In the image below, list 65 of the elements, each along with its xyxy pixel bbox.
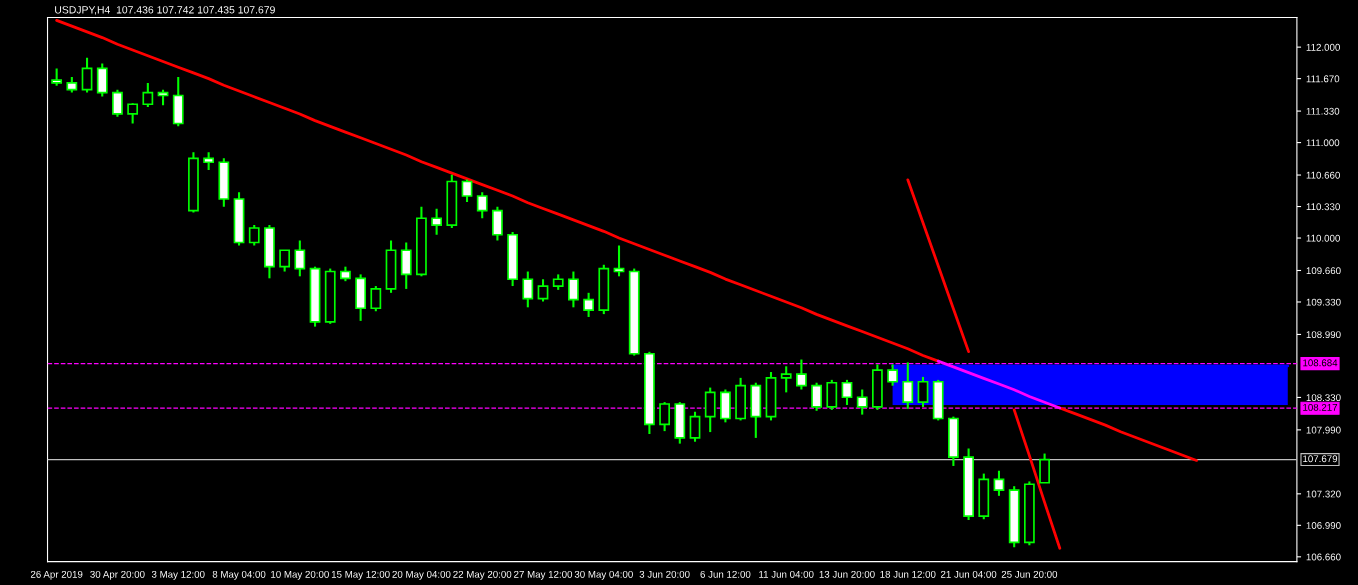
candlestick — [522, 270, 534, 309]
candlestick — [917, 375, 929, 409]
candlestick — [902, 361, 914, 410]
x-tick-label: 10 May 20:00 — [271, 570, 329, 580]
x-tick-label: 3 May 12:00 — [151, 570, 205, 580]
y-tick-label: 110.330 — [1306, 203, 1340, 211]
line-series — [1012, 408, 1062, 550]
candlestick — [127, 102, 139, 125]
candlestick — [780, 365, 792, 394]
candlestick — [431, 207, 443, 236]
candlestick — [993, 469, 1005, 497]
candlestick — [370, 285, 382, 313]
x-tick-label: 22 May 20:00 — [453, 570, 512, 580]
line-series — [906, 178, 970, 354]
x-tick-label: 8 May 04:00 — [212, 570, 266, 580]
y-tick-label: 111.670 — [1306, 75, 1340, 83]
x-tick-label: 6 Jun 12:00 — [700, 570, 751, 578]
x-tick-label: 25 Jun 20:00 — [1001, 570, 1058, 578]
candlestick — [461, 178, 473, 203]
candlestick — [279, 249, 291, 273]
y-tick-label: 111.330 — [1306, 107, 1340, 115]
x-tick-label: 11 Jun 04:00 — [759, 570, 814, 578]
candlestick — [476, 191, 488, 220]
candlestick — [689, 410, 701, 443]
y-tick-label: 107.320 — [1306, 490, 1341, 498]
x-tick-label: 20 May 04:00 — [392, 570, 451, 580]
x-tick-label: 18 Jun 12:00 — [880, 570, 936, 578]
y-tick-label: 111.000 — [1306, 139, 1340, 147]
x-tick-label: 30 Apr 20:00 — [90, 570, 145, 580]
candlestick — [841, 378, 853, 407]
x-tick-label: 30 May 04:00 — [574, 570, 633, 580]
candlestick — [796, 358, 807, 391]
chart-title: USDJPY,H4 107.436 107.742 107.435 107.679 — [55, 6, 275, 15]
candlestick — [537, 278, 549, 303]
x-tick-label: 27 May 12:00 — [514, 570, 573, 580]
y-tick-label: 110.000 — [1306, 234, 1340, 242]
candlestick — [81, 56, 93, 94]
y-tick-label: 108.990 — [1306, 331, 1341, 339]
candlestick — [887, 363, 898, 387]
x-tick-label: 3 Jun 20:00 — [639, 570, 690, 578]
y-tick-label: 112.000 — [1306, 43, 1340, 51]
candlestick — [583, 291, 595, 319]
y-tick-label: 109.330 — [1306, 298, 1341, 306]
x-tick-label: 21 Jun 04:00 — [940, 570, 997, 578]
x-tick-label: 26 Apr 2019 — [30, 570, 83, 580]
ref-line-label: 107.679 — [1303, 455, 1338, 463]
ref-line-label: 108.217 — [1303, 403, 1338, 411]
y-tick-label: 106.990 — [1306, 522, 1341, 529]
candlestick — [112, 88, 123, 118]
candlestick — [659, 401, 671, 433]
candlestick — [142, 81, 154, 109]
candlestick — [294, 239, 306, 278]
x-tick-label: 15 May 12:00 — [331, 570, 390, 580]
y-tick-label: 106.660 — [1306, 553, 1341, 561]
candlestick — [568, 270, 579, 309]
y-tick-label: 108.330 — [1306, 394, 1341, 402]
y-tick-label: 107.990 — [1306, 426, 1341, 434]
candlestick — [856, 388, 868, 416]
x-tick-label: 13 Jun 20:00 — [819, 570, 875, 578]
ref-line-label: 108.684 — [1303, 359, 1338, 367]
y-tick-label: 109.660 — [1306, 267, 1341, 275]
candlestick — [811, 381, 822, 412]
candlestick — [248, 224, 260, 247]
candlestick — [1039, 452, 1050, 484]
y-tick-label: 110.660 — [1306, 171, 1340, 179]
